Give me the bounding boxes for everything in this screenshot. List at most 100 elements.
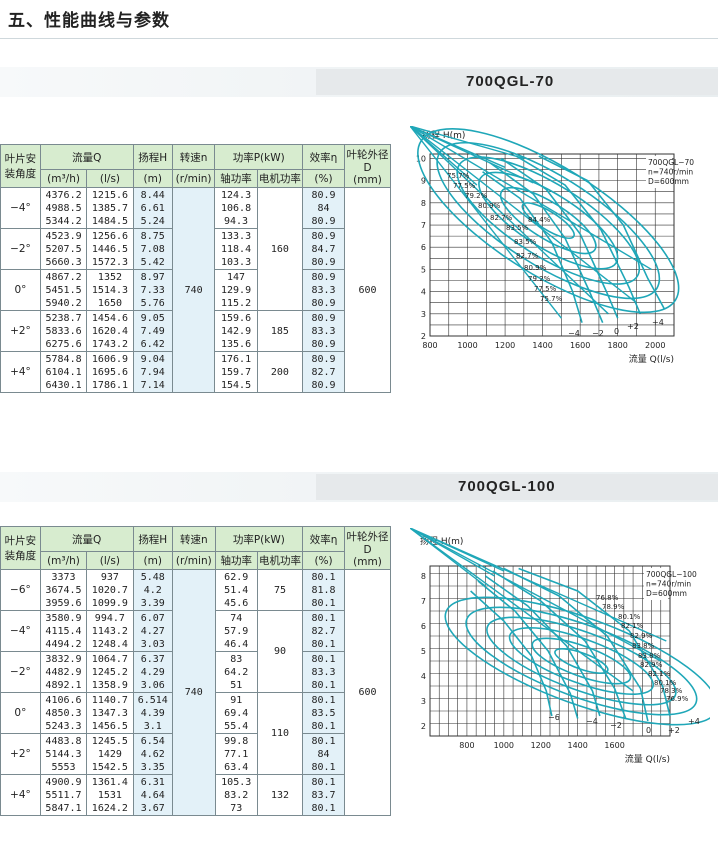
table-row: −2° 3832.9 4482.9 4892.1 1064.7 1245.2 1358.9 6… (0, 651, 391, 693)
efficiency-label: 78.9% (602, 603, 625, 611)
blade-angle-label: +4 (688, 717, 700, 726)
header-flow: 流量Q (39, 526, 134, 552)
head-flow-curve (518, 567, 671, 717)
head-cell: 9.05 7.49 6.42 (132, 310, 173, 352)
efficiency-label: 83.5% (514, 238, 537, 246)
flow-m3h-value: 4892.1 (45, 679, 82, 691)
header-efficiency-unit: (%) (302, 551, 345, 570)
header-speed: 转速n (171, 144, 216, 170)
head-value: 4.62 (140, 748, 165, 760)
speed-cell: 740 (171, 187, 216, 393)
diameter-cell: 600 (343, 187, 392, 393)
shaft-power-value: 106.8 (220, 202, 252, 214)
efficiency-cell: 80.9 84.7 80.9 (302, 228, 345, 270)
head-value: 3.35 (140, 761, 165, 773)
flow-ls-cell: 1256.6 1446.5 1572.3 (86, 228, 134, 270)
flow-m3h-value: 4900.9 (45, 776, 82, 788)
flow-ls-value: 1099.9 (91, 597, 128, 609)
y-tick-label: 7 (421, 221, 426, 230)
flow-m3h-value: 5940.2 (45, 297, 82, 309)
plot-frame (429, 153, 675, 337)
efficiency-line (410, 126, 525, 160)
flow-m3h-value: 4523.9 (45, 230, 82, 242)
header-power: 功率P(kW) (214, 144, 304, 170)
speed-cell: 740 (171, 569, 216, 816)
head-value: 6.07 (140, 612, 165, 624)
performance-table-1: 叶片安装角度 流量Q 扬程H 转速n 功率P(kW) 效率η 叶轮外径D (mm)… (0, 144, 392, 393)
x-tick-label: 1000 (457, 341, 477, 350)
flow-m3h-value: 4494.2 (45, 638, 82, 650)
head-value: 5.42 (140, 256, 165, 268)
head-value: 7.94 (140, 366, 165, 378)
y-tick-label: 8 (421, 572, 426, 581)
info-box (644, 568, 668, 600)
info-box (646, 156, 672, 188)
shaft-power-value: 159.7 (220, 366, 252, 378)
flow-m3h-value: 5451.5 (45, 284, 82, 296)
shaft-power-cell: 74 57.9 46.4 (214, 610, 258, 652)
efficiency-value: 80.1 (311, 694, 336, 706)
head-value: 7.33 (140, 284, 165, 296)
efficiency-label: 82.9% (630, 632, 653, 640)
header-motor-power: 电机功率 (256, 551, 304, 570)
angle-cell: −4° (0, 187, 41, 229)
blade-angle-label: 0 (646, 726, 651, 735)
efficiency-value: 81.8 (311, 584, 336, 596)
efficiency-value: 80.1 (311, 802, 336, 814)
shaft-power-value: 115.2 (220, 297, 252, 309)
info-line: D=600mm (648, 177, 689, 186)
blade-angle-label: +2 (668, 726, 680, 735)
efficiency-value: 80.1 (311, 653, 336, 665)
efficiency-value: 80.1 (311, 735, 336, 747)
head-value: 4.39 (140, 707, 165, 719)
flow-ls-value: 1385.7 (91, 202, 129, 214)
efficiency-label: 75.7% (447, 172, 470, 180)
flow-ls-cell: 1064.7 1245.2 1358.9 (86, 651, 134, 693)
efficiency-line (410, 528, 662, 662)
motor-power-cell: 110 (256, 692, 304, 775)
efficiency-value: 80.1 (311, 597, 336, 609)
head-cell: 6.37 4.29 3.06 (132, 651, 173, 693)
efficiency-cell: 80.9 84 80.9 (302, 187, 345, 229)
efficiency-value: 80.1 (311, 638, 336, 650)
header-speed-unit: (r/min) (171, 169, 216, 188)
flow-ls-value: 1620.4 (91, 325, 129, 337)
head-value: 7.08 (140, 243, 165, 255)
flow-ls-cell: 1245.5 1429 1542.5 (86, 733, 134, 775)
y-tick-label: 5 (421, 265, 426, 274)
efficiency-value: 80.9 (311, 271, 336, 283)
shaft-power-cell: 83 64.2 51 (214, 651, 258, 693)
shaft-power-cell: 159.6 142.9 135.6 (214, 310, 258, 352)
efficiency-line (410, 126, 609, 315)
table-row: +4° 4900.9 5511.7 5847.1 1361.4 1531 1624.2 6.3… (0, 774, 391, 816)
flow-m3h-value: 5847.1 (45, 802, 82, 814)
flow-ls-value: 1245.2 (91, 666, 128, 678)
flow-ls-value: 1743.2 (91, 338, 129, 350)
flow-m3h-cell: 4483.8 5144.3 5553 (39, 733, 88, 775)
efficiency-value: 80.9 (311, 256, 336, 268)
head-value: 6.37 (140, 653, 165, 665)
y-tick-label: 8 (421, 199, 426, 208)
y-tick-label: 6 (421, 622, 426, 631)
header-flow-ls: (l/s) (86, 551, 134, 570)
flow-m3h-value: 6430.1 (45, 379, 82, 391)
angle-cell: +2° (0, 310, 41, 352)
blade-angle-label: −4 (568, 329, 580, 338)
shaft-power-cell: 176.1 159.7 154.5 (214, 351, 258, 393)
efficiency-cell: 80.1 82.7 80.1 (302, 610, 345, 652)
section-title: 五、性能曲线与参数 (8, 11, 170, 31)
shaft-power-value: 64.2 (224, 666, 249, 678)
efficiency-value: 82.7 (311, 625, 336, 637)
head-cell: 8.97 7.33 5.76 (132, 269, 173, 311)
efficiency-contour (521, 202, 575, 240)
efficiency-contour (465, 606, 698, 716)
efficiency-label: 82.7% (490, 214, 513, 222)
efficiency-label: 79.2% (465, 192, 488, 200)
shaft-power-value: 83.2 (224, 789, 249, 801)
x-tick-label: 1200 (495, 341, 515, 350)
head-value: 6.31 (140, 776, 165, 788)
table-row: −4° 3580.9 4115.4 4494.2 994.7 1143.2 1248.4 6.… (0, 610, 391, 693)
motor-power-cell: 185 (256, 310, 304, 352)
flow-m3h-cell: 5238.7 5833.6 6275.6 (39, 310, 88, 352)
head-value: 9.04 (140, 353, 165, 365)
